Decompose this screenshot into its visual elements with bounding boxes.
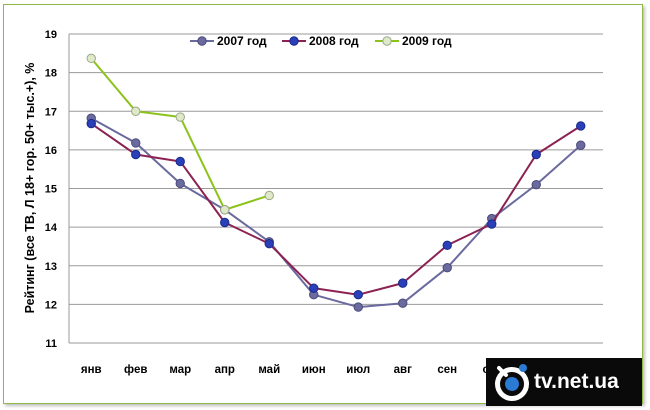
legend: 2007 год 2008 год 2009 год	[190, 34, 452, 48]
data-point	[86, 53, 96, 64]
y-tick-label: 11	[45, 338, 57, 350]
x-tick-labels: янвфевмарапрмайиюниюлавгсеноктноядек	[81, 364, 591, 376]
data-point	[442, 262, 452, 273]
x-tick-label: апр	[215, 364, 235, 376]
data-point	[264, 190, 274, 201]
tv-logo-icon	[495, 364, 529, 401]
series-lines	[86, 53, 586, 312]
y-tick-labels: 11 12 13 14 15 16 17 18 19	[45, 29, 58, 350]
x-tick-label: фев	[124, 364, 147, 376]
x-tick-label: сен	[437, 364, 457, 376]
data-point	[220, 205, 230, 215]
y-tick-label: 15	[45, 184, 57, 196]
y-axis-title: Рейтинг (все ТВ, Л 18+ гор. 50+ тыс.+), …	[23, 63, 37, 314]
legend-marker	[382, 36, 392, 46]
x-tick-label: янв	[81, 364, 102, 376]
legend-marker	[289, 36, 299, 46]
legend-label: 2007 год	[217, 34, 267, 48]
watermark-text: tv.net.ua	[534, 370, 619, 393]
x-tick-label: июл	[346, 364, 370, 376]
data-point	[398, 278, 408, 288]
legend-label: 2008 год	[309, 34, 359, 48]
watermark: tv.net.ua	[486, 358, 642, 406]
y-tick-label: 13	[45, 261, 57, 273]
data-point	[576, 121, 586, 131]
gridlines	[68, 33, 603, 344]
y-tick-label: 14	[45, 222, 58, 234]
data-point	[220, 217, 230, 228]
x-tick-label: авг	[394, 364, 412, 376]
data-point	[531, 179, 541, 190]
data-point	[398, 298, 408, 308]
series-line-1	[90, 122, 582, 296]
data-point	[131, 149, 141, 160]
data-point	[576, 140, 586, 150]
x-tick-label: май	[258, 364, 280, 376]
y-tick-label: 12	[45, 299, 57, 311]
legend-marker	[197, 36, 207, 46]
data-point	[175, 156, 185, 167]
data-point	[131, 138, 141, 148]
data-point	[86, 118, 96, 129]
y-tick-label: 16	[45, 145, 57, 157]
x-tick-label: мар	[169, 364, 191, 376]
y-tick-label: 19	[45, 29, 57, 41]
data-point	[487, 219, 497, 229]
data-point	[353, 290, 363, 300]
y-tick-label: 18	[45, 68, 57, 80]
data-point	[264, 239, 274, 249]
data-point	[353, 302, 363, 312]
legend-label: 2009 год	[402, 34, 452, 48]
data-point	[131, 106, 141, 116]
data-point	[175, 112, 185, 122]
data-point	[531, 149, 541, 160]
x-tick-label: июн	[302, 364, 326, 376]
data-point	[175, 178, 185, 189]
data-point	[309, 283, 319, 293]
data-point	[442, 240, 452, 250]
y-tick-label: 17	[45, 106, 57, 118]
